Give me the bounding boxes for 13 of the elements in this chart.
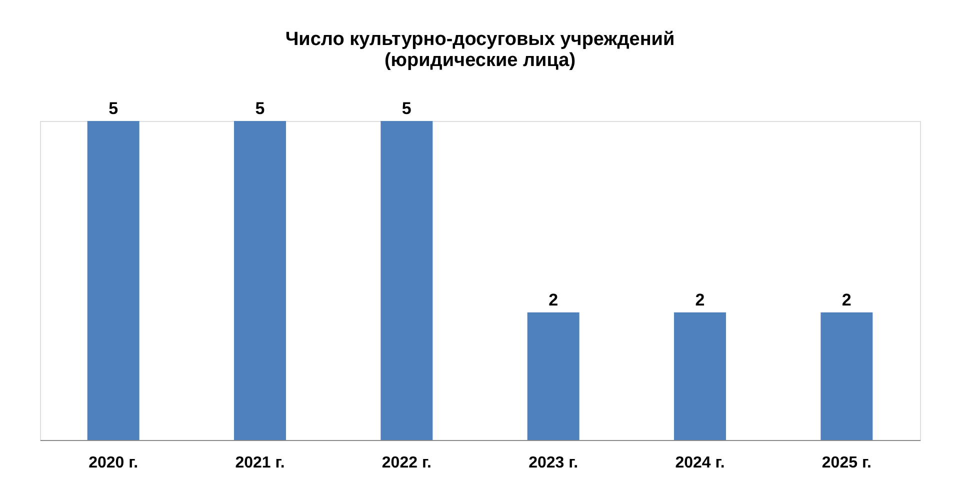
chart-title: Число культурно-досуговых учреждений (юридические лица) bbox=[285, 29, 675, 71]
x-tick-label: 2021 г. bbox=[235, 454, 285, 472]
data-label: 5 bbox=[255, 99, 265, 118]
x-tick-label: 2024 г. bbox=[675, 454, 725, 472]
data-label: 2 bbox=[548, 290, 558, 310]
x-tick-label: 2020 г. bbox=[88, 454, 138, 472]
x-tick-label: 2023 г. bbox=[528, 454, 578, 472]
data-label: 5 bbox=[108, 99, 118, 118]
data-label: 5 bbox=[402, 99, 412, 118]
x-tick-label: 2025 г. bbox=[822, 454, 872, 472]
data-label: 2 bbox=[842, 290, 852, 310]
data-label: 2 bbox=[695, 290, 705, 310]
x-tick-label: 2022 г. bbox=[382, 454, 432, 472]
